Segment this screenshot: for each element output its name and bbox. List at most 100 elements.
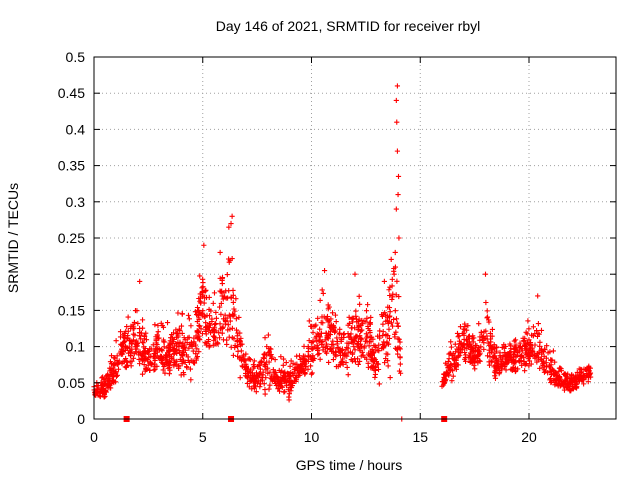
data-point xyxy=(120,341,126,347)
data-point xyxy=(503,367,509,373)
data-point xyxy=(301,343,307,349)
data-point xyxy=(225,322,231,328)
data-point xyxy=(303,363,309,369)
data-point xyxy=(194,346,200,352)
data-point xyxy=(97,393,103,400)
data-point xyxy=(551,368,557,374)
data-point xyxy=(513,342,519,348)
data-point xyxy=(166,371,172,377)
data-point xyxy=(481,340,487,346)
data-point xyxy=(456,338,463,344)
data-point xyxy=(229,213,235,219)
data-point xyxy=(522,335,528,341)
data-point xyxy=(200,284,206,290)
data-point xyxy=(322,337,328,343)
data-point xyxy=(542,346,548,352)
data-point xyxy=(184,365,190,371)
data-point xyxy=(486,319,492,325)
data-point xyxy=(200,276,206,282)
data-point xyxy=(134,338,140,344)
data-point xyxy=(325,319,331,325)
data-point xyxy=(362,343,368,349)
data-point xyxy=(235,337,241,343)
data-point xyxy=(523,360,529,367)
data-point xyxy=(179,343,185,349)
data-point xyxy=(546,362,553,368)
data-point xyxy=(237,355,243,361)
data-point xyxy=(357,346,363,352)
data-point xyxy=(102,388,109,395)
data-point xyxy=(354,319,360,325)
data-point xyxy=(354,333,360,339)
y-tick-label: 0.4 xyxy=(66,121,86,137)
data-point xyxy=(343,359,349,366)
data-point xyxy=(143,337,150,343)
data-point xyxy=(276,383,282,389)
data-point xyxy=(280,356,287,362)
data-point xyxy=(475,360,481,366)
data-point xyxy=(263,375,269,381)
data-point xyxy=(517,340,523,346)
data-point xyxy=(493,356,500,362)
data-point xyxy=(486,342,492,348)
data-point xyxy=(167,358,173,365)
data-point xyxy=(340,356,346,362)
data-point xyxy=(154,346,160,352)
data-point xyxy=(305,366,311,372)
data-point xyxy=(364,356,370,362)
data-point xyxy=(328,328,334,334)
data-point xyxy=(165,363,171,369)
data-point xyxy=(316,350,322,357)
data-point xyxy=(167,340,173,346)
data-point xyxy=(548,357,554,363)
data-point xyxy=(262,391,268,397)
data-point xyxy=(397,354,403,360)
data-point xyxy=(152,351,158,357)
data-point xyxy=(456,333,462,339)
data-point xyxy=(321,267,328,274)
data-point xyxy=(564,380,570,387)
data-point xyxy=(179,361,185,367)
data-point xyxy=(332,312,339,318)
chart-title: Day 146 of 2021, SRMTID for receiver rby… xyxy=(216,18,481,34)
data-point xyxy=(484,308,490,314)
data-point xyxy=(526,337,532,343)
data-point xyxy=(192,309,199,315)
data-point xyxy=(164,319,171,326)
data-point xyxy=(307,363,314,369)
data-point xyxy=(560,383,566,389)
data-point xyxy=(265,332,271,338)
data-point xyxy=(175,310,181,316)
data-point xyxy=(267,353,273,359)
data-point xyxy=(330,323,337,329)
data-point xyxy=(383,333,389,339)
data-point xyxy=(217,304,223,310)
data-point xyxy=(154,363,160,369)
data-point xyxy=(157,356,163,362)
x-tick-label: 15 xyxy=(412,429,428,445)
data-point xyxy=(128,350,134,356)
data-point xyxy=(574,384,580,390)
data-point xyxy=(481,346,487,352)
data-point xyxy=(228,344,234,350)
data-point xyxy=(345,350,351,356)
data-point xyxy=(387,284,393,290)
data-point xyxy=(203,328,209,335)
data-point xyxy=(112,369,119,375)
data-point xyxy=(100,387,106,393)
data-point xyxy=(524,347,530,353)
data-point xyxy=(382,343,388,349)
data-point xyxy=(375,366,382,373)
data-point xyxy=(120,332,126,338)
data-point xyxy=(334,338,341,345)
data-point xyxy=(110,374,116,380)
data-point xyxy=(213,320,219,327)
data-point xyxy=(202,295,208,301)
data-point xyxy=(545,370,551,376)
data-point xyxy=(525,318,531,324)
data-point xyxy=(197,273,203,279)
data-point xyxy=(340,332,347,338)
data-point xyxy=(194,329,200,335)
data-point xyxy=(376,381,382,387)
